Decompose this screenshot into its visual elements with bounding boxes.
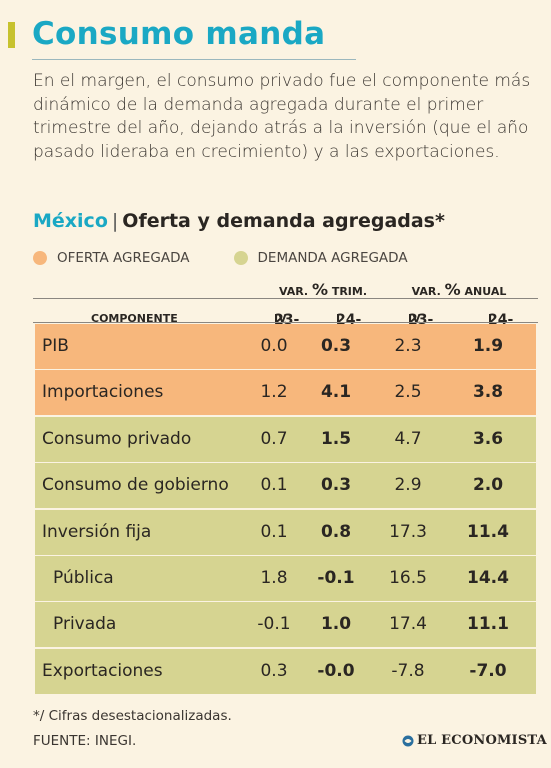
source-note: FUENTE: INEGI.	[33, 733, 137, 749]
legend: OFERTA AGREGADA DEMANDA AGREGADA	[33, 248, 452, 268]
legend-swatch-oferta	[33, 251, 47, 265]
column-group-trim: VAR. % TRIM.	[262, 280, 384, 299]
table-row: Privada -0.1 1.0 17.4 11.1	[35, 602, 536, 648]
cell-value: 1.9	[472, 336, 504, 356]
cell-value: 0.1	[260, 475, 288, 496]
cell-value: -7.0	[469, 660, 507, 681]
table-row: Consumo de gobierno 0.1 0.3 2.9 2.0	[35, 463, 536, 509]
column-group-rule	[33, 298, 538, 299]
cell-value: 2.3	[394, 336, 422, 356]
group-pct: %	[444, 280, 461, 299]
title-accent-bar	[8, 22, 15, 48]
table-row: Pública 1.8 -0.1 16.5 14.4	[35, 555, 536, 601]
cell-value: 1.8	[260, 567, 288, 588]
cell-value: 2.0	[472, 475, 504, 496]
group-prefix: VAR.	[278, 285, 309, 298]
cell-value: 1.2	[260, 382, 288, 403]
legend-item-demanda: DEMANDA AGREGADA	[233, 250, 408, 266]
cell-value: 3.6	[472, 428, 504, 449]
cell-value: 4.7	[394, 428, 422, 449]
header-suffix: IV	[274, 312, 287, 325]
row-label: Exportaciones	[42, 660, 163, 681]
header-rule	[33, 322, 538, 323]
cell-value: -0.0	[317, 660, 355, 681]
cell-value: 1.0	[320, 614, 352, 635]
legend-label-demanda: DEMANDA AGREGADA	[257, 250, 408, 266]
row-label: PIB	[42, 336, 69, 356]
brand-name: EL ECONOMISTA	[417, 733, 547, 748]
cell-value: 2.9	[394, 475, 422, 496]
cell-value: 0.3	[260, 660, 288, 681]
cell-value: 3.8	[472, 382, 504, 403]
cell-value: 0.7	[260, 428, 288, 449]
row-label: Inversión fija	[42, 521, 152, 542]
subtitle-country: México	[33, 210, 108, 232]
legend-item-oferta: OFERTA AGREGADA	[33, 250, 190, 266]
cell-value: 0.8	[320, 521, 352, 542]
page-title: Consumo manda	[32, 16, 326, 52]
cell-value: -0.1	[257, 614, 291, 635]
cell-value: 4.1	[320, 382, 352, 403]
cell-value: 16.5	[389, 567, 427, 588]
cell-value: 17.4	[389, 614, 427, 635]
row-label: Pública	[53, 567, 114, 588]
row-label: Importaciones	[42, 382, 164, 403]
cell-value: 17.3	[389, 521, 427, 542]
cell-value: -7.8	[391, 660, 425, 681]
table-row: Exportaciones 0.3 -0.0 -7.8 -7.0	[35, 648, 536, 694]
table-row: Consumo privado 0.7 1.5 4.7 3.6	[35, 416, 536, 462]
cell-value: -0.1	[317, 567, 355, 588]
column-group-anual: VAR. % ANUAL	[392, 280, 526, 299]
cell-value: 14.4	[467, 567, 509, 588]
header-text: COMPONENTE	[91, 312, 178, 325]
el-economista-logo-icon	[402, 735, 414, 746]
title-divider	[32, 59, 356, 60]
group-pct: %	[311, 280, 328, 299]
subtitle-text: Oferta y demanda agregadas*	[122, 210, 445, 232]
cell-value: 2.5	[394, 382, 422, 403]
row-label: Privada	[53, 614, 117, 635]
row-label: Consumo de gobierno	[42, 475, 229, 496]
legend-label-oferta: OFERTA AGREGADA	[57, 250, 190, 266]
footnote: */ Cifras desestacionalizadas.	[33, 708, 232, 724]
row-label: Consumo privado	[42, 428, 192, 449]
table-row: Importaciones 1.2 4.1 2.5 3.8	[35, 370, 536, 416]
header-suffix: IV	[408, 312, 421, 325]
cell-value: 0.1	[260, 521, 288, 542]
cell-value: 1.5	[320, 428, 352, 449]
group-prefix: VAR.	[411, 285, 441, 298]
cell-value: 11.4	[467, 521, 509, 542]
brand: EL ECONOMISTA	[402, 733, 547, 748]
intro-paragraph: En el margen, el consumo privado fue el …	[33, 71, 531, 162]
table-header: COMPONENTE 23- IV 24- I 23- IV 24- I	[33, 300, 538, 328]
header-suffix: I	[336, 312, 341, 325]
cell-value: 0.3	[320, 336, 352, 356]
table-subtitle: México | Oferta y demanda agregadas*	[33, 210, 445, 232]
cell-value: 0.0	[260, 336, 288, 356]
group-suffix: TRIM.	[331, 285, 368, 298]
subtitle-separator: |	[111, 210, 119, 232]
group-suffix: ANUAL	[464, 285, 507, 298]
cell-value: 0.3	[320, 475, 352, 496]
table-row: PIB 0.0 0.3 2.3 1.9	[35, 324, 536, 369]
data-table: PIB 0.0 0.3 2.3 1.9 Importaciones 1.2 4.1 2.5 3.8…	[35, 324, 536, 695]
header-suffix: I	[488, 312, 493, 325]
legend-swatch-demanda	[233, 251, 248, 265]
cell-value: 11.1	[467, 614, 509, 635]
table-row: Inversión fija 0.1 0.8 17.3 11.4	[35, 509, 536, 555]
